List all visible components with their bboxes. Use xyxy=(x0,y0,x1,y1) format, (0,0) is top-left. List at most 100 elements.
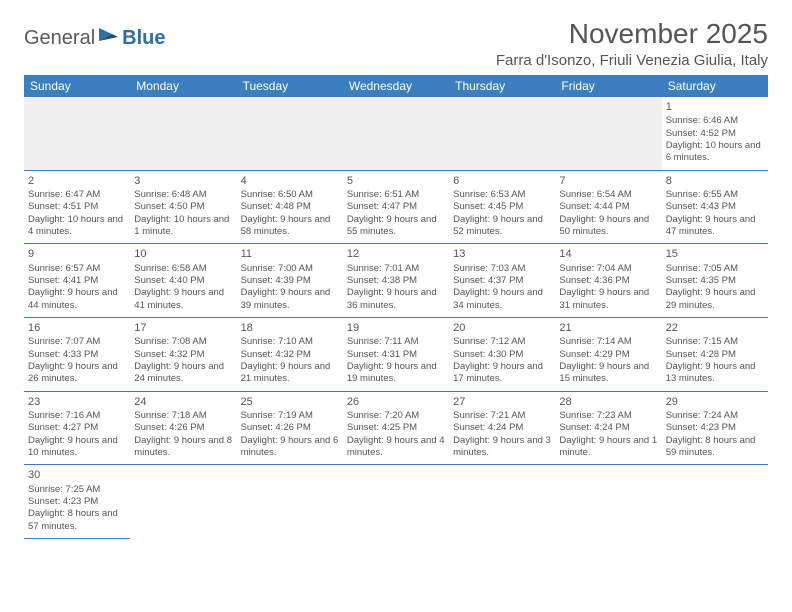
sunrise-line: Sunrise: 6:54 AM xyxy=(559,189,657,201)
day-number: 22 xyxy=(666,321,764,335)
calendar-day-cell: 2Sunrise: 6:47 AMSunset: 4:51 PMDaylight… xyxy=(24,170,130,244)
sunrise-line: Sunrise: 6:57 AM xyxy=(28,263,126,275)
header: General Blue November 2025 Farra d'Isonz… xyxy=(24,18,768,69)
sunset-line: Sunset: 4:23 PM xyxy=(28,496,126,508)
daylight-line: Daylight: 8 hours and 57 minutes. xyxy=(28,508,126,533)
sunset-line: Sunset: 4:50 PM xyxy=(134,201,232,213)
day-number: 29 xyxy=(666,395,764,409)
daylight-line: Daylight: 9 hours and 8 minutes. xyxy=(134,435,232,460)
day-number: 15 xyxy=(666,247,764,261)
calendar-day-cell: 16Sunrise: 7:07 AMSunset: 4:33 PMDayligh… xyxy=(24,318,130,392)
calendar-day-cell: 14Sunrise: 7:04 AMSunset: 4:36 PMDayligh… xyxy=(555,244,661,318)
sunrise-line: Sunrise: 6:47 AM xyxy=(28,189,126,201)
calendar-week-row: 23Sunrise: 7:16 AMSunset: 4:27 PMDayligh… xyxy=(24,391,768,465)
daylight-line: Daylight: 9 hours and 1 minute. xyxy=(559,435,657,460)
day-header-cell: Monday xyxy=(130,75,236,97)
daylight-line: Daylight: 9 hours and 39 minutes. xyxy=(241,287,339,312)
daylight-line: Daylight: 10 hours and 1 minute. xyxy=(134,214,232,239)
sunrise-line: Sunrise: 7:08 AM xyxy=(134,336,232,348)
day-number: 4 xyxy=(241,174,339,188)
daylight-line: Daylight: 9 hours and 34 minutes. xyxy=(453,287,551,312)
day-number: 20 xyxy=(453,321,551,335)
day-number: 21 xyxy=(559,321,657,335)
daylight-line: Daylight: 9 hours and 17 minutes. xyxy=(453,361,551,386)
calendar-table: SundayMondayTuesdayWednesdayThursdayFrid… xyxy=(24,75,768,539)
day-number: 25 xyxy=(241,395,339,409)
day-number: 19 xyxy=(347,321,445,335)
calendar-day-cell: 4Sunrise: 6:50 AMSunset: 4:48 PMDaylight… xyxy=(237,170,343,244)
calendar-day-cell xyxy=(343,97,449,170)
calendar-week-row: 16Sunrise: 7:07 AMSunset: 4:33 PMDayligh… xyxy=(24,318,768,392)
sunset-line: Sunset: 4:44 PM xyxy=(559,201,657,213)
calendar-day-cell: 22Sunrise: 7:15 AMSunset: 4:28 PMDayligh… xyxy=(662,318,768,392)
daylight-line: Daylight: 9 hours and 21 minutes. xyxy=(241,361,339,386)
day-number: 11 xyxy=(241,247,339,261)
sunset-line: Sunset: 4:31 PM xyxy=(347,349,445,361)
day-number: 18 xyxy=(241,321,339,335)
sunrise-line: Sunrise: 7:00 AM xyxy=(241,263,339,275)
daylight-line: Daylight: 9 hours and 13 minutes. xyxy=(666,361,764,386)
calendar-day-cell xyxy=(24,97,130,170)
sunrise-line: Sunrise: 6:55 AM xyxy=(666,189,764,201)
sunrise-line: Sunrise: 6:46 AM xyxy=(666,115,764,127)
calendar-day-cell: 13Sunrise: 7:03 AMSunset: 4:37 PMDayligh… xyxy=(449,244,555,318)
flag-icon xyxy=(98,26,120,50)
calendar-day-cell: 11 Sunrise: 7:00 AMSunset: 4:39 PMDayligh… xyxy=(237,244,343,318)
day-number: 13 xyxy=(453,247,551,261)
calendar-day-cell: 21Sunrise: 7:14 AMSunset: 4:29 PMDayligh… xyxy=(555,318,661,392)
calendar-day-cell xyxy=(449,465,555,539)
calendar-day-cell: 28Sunrise: 7:23 AMSunset: 4:24 PMDayligh… xyxy=(555,391,661,465)
calendar-day-cell xyxy=(130,97,236,170)
sunrise-line: Sunrise: 7:15 AM xyxy=(666,336,764,348)
sunset-line: Sunset: 4:39 PM xyxy=(241,275,339,287)
sunset-line: Sunset: 4:32 PM xyxy=(241,349,339,361)
sunset-line: Sunset: 4:40 PM xyxy=(134,275,232,287)
calendar-day-cell: 23Sunrise: 7:16 AMSunset: 4:27 PMDayligh… xyxy=(24,391,130,465)
day-number: 1 xyxy=(666,100,764,114)
daylight-line: Daylight: 9 hours and 36 minutes. xyxy=(347,287,445,312)
sunrise-line: Sunrise: 7:19 AM xyxy=(241,410,339,422)
sunrise-line: Sunrise: 7:11 AM xyxy=(347,336,445,348)
sunrise-line: Sunrise: 6:53 AM xyxy=(453,189,551,201)
calendar-day-cell: 18Sunrise: 7:10 AMSunset: 4:32 PMDayligh… xyxy=(237,318,343,392)
sunset-line: Sunset: 4:32 PM xyxy=(134,349,232,361)
daylight-line: Daylight: 9 hours and 58 minutes. xyxy=(241,214,339,239)
daylight-line: Daylight: 9 hours and 10 minutes. xyxy=(28,435,126,460)
day-number: 16 xyxy=(28,321,126,335)
sunrise-line: Sunrise: 7:25 AM xyxy=(28,484,126,496)
calendar-day-cell: 29Sunrise: 7:24 AMSunset: 4:23 PMDayligh… xyxy=(662,391,768,465)
sunset-line: Sunset: 4:23 PM xyxy=(666,422,764,434)
sunrise-line: Sunrise: 6:48 AM xyxy=(134,189,232,201)
sunset-line: Sunset: 4:51 PM xyxy=(28,201,126,213)
day-number: 2 xyxy=(28,174,126,188)
day-number: 26 xyxy=(347,395,445,409)
daylight-line: Daylight: 9 hours and 4 minutes. xyxy=(347,435,445,460)
calendar-day-cell xyxy=(662,465,768,539)
calendar-day-cell: 26Sunrise: 7:20 AMSunset: 4:25 PMDayligh… xyxy=(343,391,449,465)
day-header-row: SundayMondayTuesdayWednesdayThursdayFrid… xyxy=(24,75,768,97)
sunset-line: Sunset: 4:29 PM xyxy=(559,349,657,361)
calendar-day-cell: 3Sunrise: 6:48 AMSunset: 4:50 PMDaylight… xyxy=(130,170,236,244)
sunset-line: Sunset: 4:48 PM xyxy=(241,201,339,213)
calendar-day-cell xyxy=(343,465,449,539)
sunset-line: Sunset: 4:45 PM xyxy=(453,201,551,213)
sunrise-line: Sunrise: 7:16 AM xyxy=(28,410,126,422)
day-number: 6 xyxy=(453,174,551,188)
day-number: 27 xyxy=(453,395,551,409)
sunrise-line: Sunrise: 7:20 AM xyxy=(347,410,445,422)
daylight-line: Daylight: 9 hours and 29 minutes. xyxy=(666,287,764,312)
daylight-line: Daylight: 9 hours and 6 minutes. xyxy=(241,435,339,460)
sunrise-line: Sunrise: 7:03 AM xyxy=(453,263,551,275)
sunrise-line: Sunrise: 7:10 AM xyxy=(241,336,339,348)
logo-text-blue: Blue xyxy=(122,27,165,50)
calendar-week-row: 2Sunrise: 6:47 AMSunset: 4:51 PM Daylight… xyxy=(24,170,768,244)
calendar-day-cell: 7Sunrise: 6:54 AMSunset: 4:44 PMDaylight… xyxy=(555,170,661,244)
daylight-line: Daylight: 10 hours and 6 minutes. xyxy=(666,140,764,165)
location-text: Farra d'Isonzo, Friuli Venezia Giulia, I… xyxy=(496,52,768,69)
day-number: 28 xyxy=(559,395,657,409)
sunset-line: Sunset: 4:36 PM xyxy=(559,275,657,287)
sunset-line: Sunset: 4:24 PM xyxy=(559,422,657,434)
sunrise-line: Sunrise: 6:51 AM xyxy=(347,189,445,201)
sunrise-line: Sunrise: 7:05 AM xyxy=(666,263,764,275)
sunrise-line: Sunrise: 7:07 AM xyxy=(28,336,126,348)
